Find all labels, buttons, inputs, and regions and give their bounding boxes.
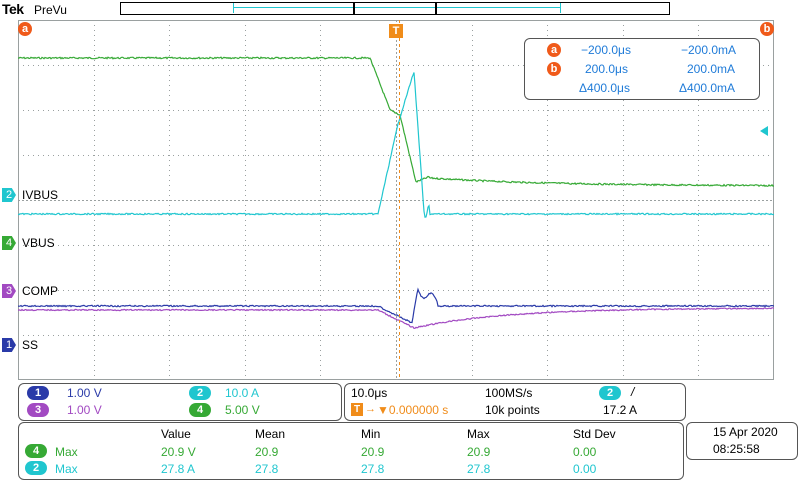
row-value: 20.9 V [161, 445, 196, 459]
channel-ground-marker[interactable]: 3 [2, 284, 16, 298]
waveform-display [18, 20, 774, 380]
top-bar: Tek PreVu [0, 0, 800, 20]
header-max: Max [467, 427, 490, 441]
trigger-arrow-icon: → [365, 403, 376, 415]
record-length: 10k points [485, 403, 540, 417]
channel-ground-marker[interactable]: 4 [2, 236, 16, 250]
cursor-readout-panel: a −200.0μs −200.0mA b 200.0μs 200.0mA Δ4… [524, 38, 760, 100]
header-std-dev: Std Dev [573, 427, 616, 441]
sample-rate: 100MS/s [485, 386, 533, 400]
trigger-level: 17.2 A [603, 403, 638, 417]
row-max: 20.9 [467, 445, 491, 459]
record-view-right-edge [560, 3, 561, 13]
ch1-ss-trace [18, 287, 774, 324]
graticule-grid [18, 20, 774, 380]
cursor-delta-value: Δ400.0mA [679, 81, 736, 95]
row-std-dev: 0.00 [573, 445, 597, 459]
ch2-badge[interactable]: 2 [189, 386, 211, 400]
ch4-vbus-trace [18, 56, 774, 188]
record-view-bar[interactable] [120, 2, 670, 15]
row-label: Max [55, 445, 78, 459]
cursor-b-value: 200.0mA [687, 62, 736, 76]
trigger-slope-icon: / [631, 385, 635, 399]
table-row[interactable]: 4 Max 20.9 V 20.9 20.9 20.9 0.00 [19, 443, 683, 459]
trigger-source-badge[interactable]: 2 [599, 386, 621, 400]
cursor-a-marker[interactable]: a [18, 22, 32, 36]
cursor-b-time: 200.0μs [585, 62, 628, 76]
ch3-scale: 1.00 V [67, 403, 102, 417]
ch2-scale: 10.0 A [225, 386, 260, 400]
acquisition-mode: PreVu [34, 3, 67, 17]
trigger-position-marker[interactable]: T [389, 24, 403, 38]
channel-ground-marker[interactable]: 2 [2, 188, 16, 202]
row-value: 27.8 A [161, 462, 196, 476]
ch1-badge[interactable]: 1 [27, 386, 49, 400]
record-view-window[interactable] [353, 2, 437, 14]
row-mean: 27.8 [255, 462, 279, 476]
row-max: 27.8 [467, 462, 491, 476]
row-min: 27.8 [361, 462, 385, 476]
ch4-scale: 5.00 V [225, 403, 260, 417]
record-view-line [233, 7, 561, 8]
time-per-division: 10.0μs [351, 386, 388, 400]
header-min: Min [361, 427, 381, 441]
cursor-delta-time: Δ400.0μs [579, 81, 630, 95]
row-std-dev: 0.00 [573, 462, 597, 476]
channel-ground-marker[interactable]: 1 [2, 338, 16, 352]
date-text: 15 Apr 2020 [713, 425, 778, 439]
cursor-b-marker[interactable]: b [760, 22, 774, 36]
row-channel-badge: 4 [25, 444, 47, 458]
cursor-a-badge: a [547, 43, 561, 57]
channel-name: VBUS [22, 236, 55, 250]
channel-name: SS [22, 338, 39, 352]
horizontal-trigger-panel[interactable]: 10.0μs 100MS/s 2 / T → ▼0.000000 s 10k p… [344, 383, 686, 421]
cursor-a-value: −200.0mA [681, 43, 737, 57]
vertical-scale-panel[interactable]: 1 1.00 V 2 10.0 A 3 1.00 V 4 5.00 V [18, 383, 342, 421]
record-view-left-edge [233, 3, 234, 13]
ch3-badge[interactable]: 3 [27, 403, 49, 417]
measurement-table: Value Mean Min Max Std Dev 4 Max 20.9 V … [18, 422, 684, 480]
ch2-ivbus-trace [18, 72, 774, 218]
header-mean: Mean [255, 427, 286, 441]
table-row[interactable]: 2 Max 27.8 A 27.8 27.8 27.8 0.00 [19, 460, 683, 476]
ch3-comp-trace [18, 307, 774, 330]
row-label: Max [55, 462, 78, 476]
datetime-panel: 15 Apr 2020 08:25:58 [686, 422, 798, 460]
trigger-icon: T [351, 403, 363, 416]
trigger-position: ▼0.000000 s [377, 403, 449, 417]
header-value: Value [161, 427, 191, 441]
trigger-level-icon[interactable] [760, 126, 768, 136]
ch4-badge[interactable]: 4 [189, 403, 211, 417]
row-min: 20.9 [361, 445, 385, 459]
cursor-a-time: −200.0μs [581, 43, 631, 57]
cursor-b-badge: b [547, 62, 561, 76]
channel-name: IVBUS [22, 188, 59, 202]
channel-name: COMP [22, 284, 58, 298]
waveform-traces [18, 56, 774, 330]
row-channel-badge: 2 [25, 461, 47, 475]
brand-logo: Tek [2, 1, 24, 17]
ch1-scale: 1.00 V [67, 386, 102, 400]
row-mean: 20.9 [255, 445, 279, 459]
time-text: 08:25:58 [713, 442, 760, 456]
